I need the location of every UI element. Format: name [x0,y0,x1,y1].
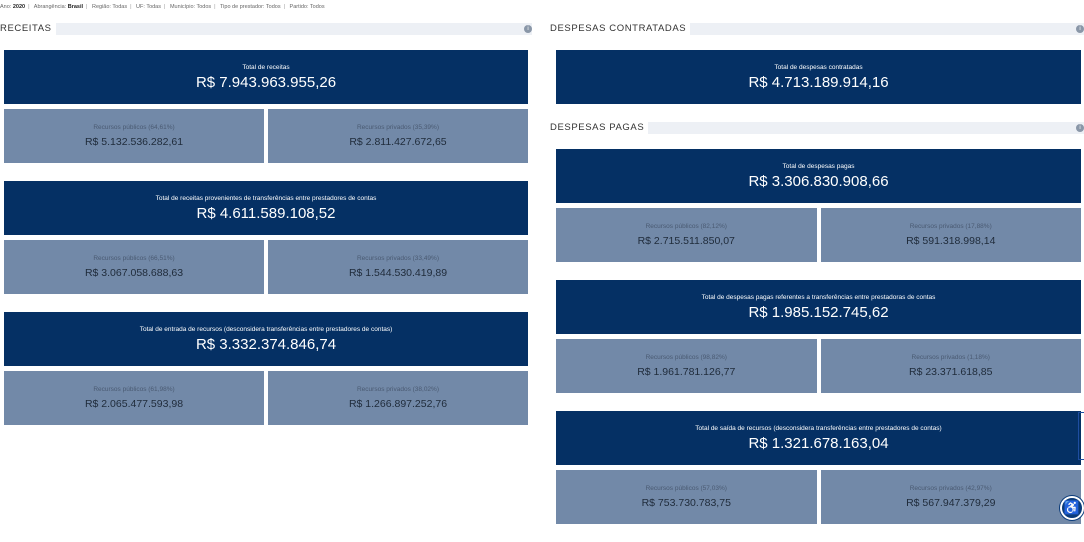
total-value: R$ 1.321.678.163,04 [748,434,889,452]
receitas-block-transferencias: Total de receitas provenientes de transf… [4,181,528,294]
recursos-publicos-card: Recursos públicos (61,98%) R$ 2.065.477.… [4,371,264,425]
filter-partido: Partido: Todos [289,4,325,10]
total-value: R$ 4.611.589.108,52 [196,204,336,222]
privado-label: Recursos privados (38,02%) [356,386,439,393]
publico-label: Recursos públicos (57,03%) [645,485,727,492]
recursos-publicos-card: Recursos públicos (57,03%) R$ 753.730.78… [556,470,817,524]
privado-value: R$ 2.811.427.672,65 [349,136,447,148]
despesas-contratadas-title: DESPESAS CONTRATADAS [550,23,691,35]
total-label: Total de receitas provenientes de transf… [155,194,377,202]
receitas-header: RECEITAS i [0,23,532,35]
privado-value: R$ 1.266.897.252,76 [348,398,448,410]
recursos-privados-card: Recursos privados (38,02%) R$ 1.266.897.… [268,371,528,425]
privado-label: Recursos privados (17,88%) [909,223,992,230]
info-icon[interactable]: i [1076,25,1084,33]
total-label: Total de despesas contratadas [774,63,863,71]
filter-summary: Ano: 2020 | Abrangência: Brasil | Região: … [0,4,325,10]
info-icon[interactable]: i [1076,124,1084,132]
recursos-publicos-card: Recursos públicos (66,51%) R$ 3.067.058.… [4,240,264,294]
total-card: Total de despesas pagas referentes a tra… [556,280,1081,334]
privado-label: Recursos privados (35,39%) [356,124,439,131]
publico-value: R$ 2.715.511.850,07 [637,235,735,247]
privado-label: Recursos privados (1,18%) [911,354,990,361]
filter-abrangencia-label: Abrangência: [33,4,67,10]
recursos-privados-card: Recursos privados (42,97%) R$ 567.947.37… [820,470,1081,524]
recursos-privados-card: Recursos privados (17,88%) R$ 591.318.99… [820,208,1081,262]
privado-value: R$ 567.947.379,29 [906,497,996,509]
receitas-block-entrada: Total de entrada de recursos (desconside… [4,312,528,425]
publico-value: R$ 753.730.783,75 [641,497,731,509]
publico-value: R$ 1.961.781.126,77 [637,366,736,378]
publico-value: R$ 3.067.058.688,63 [84,267,184,279]
privado-value: R$ 1.544.530.419,89 [348,267,448,279]
receitas-column: RECEITAS i Total de receitas R$ 7.943.96… [0,23,532,425]
recursos-privados-card: Recursos privados (35,39%) R$ 2.811.427.… [268,109,528,163]
privado-label: Recursos privados (33,49%) [356,255,439,262]
filter-ano-value: 2020 [12,4,26,10]
recursos-publicos-card: Recursos públicos (98,82%) R$ 1.961.781.… [556,339,817,393]
total-despesas-contratadas-card: Total de despesas contratadas R$ 4.713.1… [556,50,1081,104]
total-label: Total de entrada de recursos (desconside… [139,325,393,333]
recursos-publicos-card: Recursos públicos (82,12%) R$ 2.715.511.… [556,208,817,262]
filter-regiao: Região: Todas [92,4,128,10]
total-value: R$ 3.306.830.908,66 [748,172,889,190]
publico-label: Recursos públicos (98,82%) [645,354,727,361]
publico-label: Recursos públicos (82,12%) [645,223,727,230]
despesas-pagas-header: DESPESAS PAGAS i [550,122,1084,134]
publico-label: Recursos públicos (64,61%) [93,124,175,131]
recursos-privados-card: Recursos privados (33,49%) R$ 1.544.530.… [268,240,528,294]
total-label: Total de receitas [242,63,290,71]
privado-value: R$ 591.318.998,14 [906,235,996,247]
accessibility-icon[interactable]: ♿ [1060,496,1084,520]
publico-value: R$ 5.132.536.282,61 [84,136,184,148]
despesas-pagas-block-transferencias: Total de despesas pagas referentes a tra… [556,280,1081,393]
total-value: R$ 4.713.189.914,16 [748,73,889,91]
total-label: Total de despesas pagas [782,162,855,170]
filter-uf: UF: Todas [136,4,161,10]
filter-municipio: Município: Todos [169,4,212,10]
total-card: Total de entrada de recursos (desconside… [4,312,528,366]
publico-label: Recursos públicos (66,51%) [93,255,175,262]
publico-value: R$ 2.065.477.593,98 [84,398,184,410]
total-card: Total de despesas pagas R$ 3.306.830.908… [556,149,1081,203]
total-card: Total de saída de recursos (desconsidera… [556,411,1081,465]
despesas-pagas-title: DESPESAS PAGAS [550,122,649,134]
info-icon[interactable]: i [524,25,532,33]
receitas-title: RECEITAS [0,23,56,35]
despesas-pagas-block-saida: Total de saída de recursos (desconsidera… [556,411,1081,524]
filter-tipo-prestador: Tipo de prestador: Todos [220,4,281,10]
total-value: R$ 7.943.963.955,26 [195,73,337,91]
total-label: Total de despesas pagas referentes a tra… [701,293,936,301]
despesas-pagas-block-total: Total de despesas pagas R$ 3.306.830.908… [556,149,1081,262]
total-card: Total de receitas R$ 7.943.963.955,26 [4,50,528,104]
publico-label: Recursos públicos (61,98%) [93,386,175,393]
recursos-privados-card: Recursos privados (1,18%) R$ 23.371.618,… [820,339,1081,393]
total-card: Total de receitas provenientes de transf… [4,181,528,235]
side-bracket-icon [1078,412,1084,460]
filter-abrangencia-value: Brasil [67,4,84,10]
despesas-column: DESPESAS CONTRATADAS i Total de despesas… [550,23,1084,524]
filter-ano-label: Ano: [0,4,12,10]
despesas-contratadas-header: DESPESAS CONTRATADAS i [550,23,1084,35]
total-label: Total de saída de recursos (desconsidera… [695,424,942,432]
recursos-publicos-card: Recursos públicos (64,61%) R$ 5.132.536.… [4,109,264,163]
total-value: R$ 1.985.152.745,62 [748,303,889,321]
privado-label: Recursos privados (42,97%) [909,485,992,492]
privado-value: R$ 23.371.618,85 [909,366,993,378]
total-value: R$ 3.332.374.846,74 [195,335,337,353]
receitas-block-total: Total de receitas R$ 7.943.963.955,26 Re… [4,50,528,163]
